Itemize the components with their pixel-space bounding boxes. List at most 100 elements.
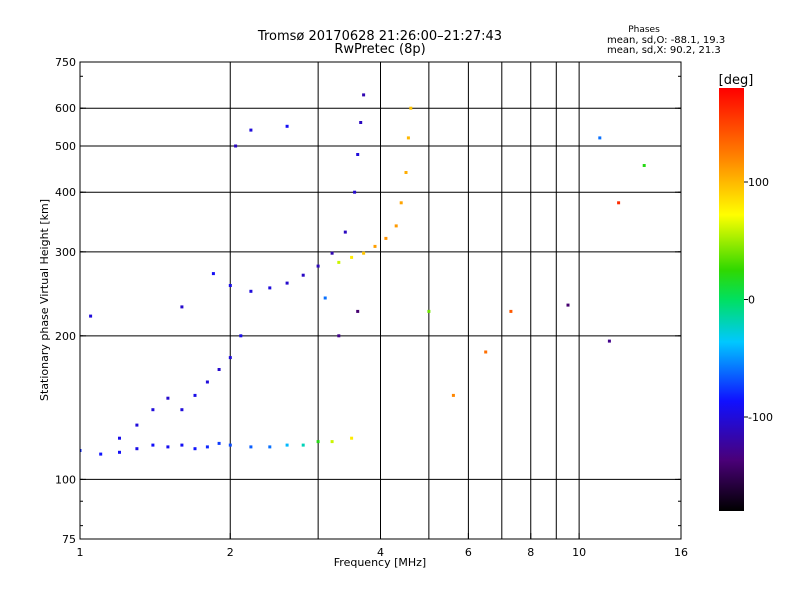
colorbar-label: [deg]: [719, 73, 754, 88]
data-point: [337, 334, 341, 338]
phases-mean-o: mean, sd,O: -88.1, 19.3: [607, 35, 725, 46]
data-point: [642, 164, 646, 167]
series-e-layer-trace: [80, 436, 354, 456]
data-point: [285, 124, 289, 128]
y-tick-label: 100: [55, 473, 76, 486]
grid-lines: [80, 62, 681, 539]
data-point: [205, 380, 209, 384]
x-tick-label: 2: [227, 546, 234, 559]
data-point: [373, 244, 377, 248]
y-tick-label: 300: [55, 246, 76, 259]
y-tick-label: 200: [55, 330, 76, 343]
data-point: [217, 368, 221, 371]
data-point: [350, 436, 354, 440]
data-point: [228, 356, 232, 360]
data-point: [404, 171, 408, 174]
data-point: [249, 128, 253, 132]
data-point: [362, 251, 366, 255]
data-point: [89, 314, 93, 318]
colorbar-tick-label: 0: [748, 294, 755, 307]
phases-heading: Phases: [628, 25, 660, 35]
data-point: [353, 190, 357, 194]
data-point: [234, 144, 238, 148]
data-point: [356, 153, 360, 156]
colorbar-tick-label: -100: [748, 411, 773, 424]
data-point: [323, 296, 327, 300]
data-point: [217, 441, 221, 445]
data-point: [249, 445, 253, 449]
y-tick-label: 600: [55, 102, 76, 115]
data-point: [151, 443, 155, 447]
series-f-layer-o-mode: [211, 93, 366, 293]
data-point: [362, 93, 366, 97]
data-point: [598, 136, 602, 140]
data-point: [99, 452, 103, 456]
data-point: [330, 251, 334, 255]
data-point: [607, 339, 611, 343]
x-axis-label: Frequency [MHz]: [334, 556, 426, 569]
data-point: [239, 334, 243, 338]
data-point: [268, 445, 272, 449]
data-point: [409, 106, 413, 110]
data-point: [211, 272, 215, 276]
x-tick-label: 16: [674, 546, 688, 559]
chart-title: Tromsø 20170628 21:26:00–21:27:43: [257, 29, 502, 44]
data-point: [356, 309, 360, 313]
data-point: [249, 289, 253, 293]
phases-mean-x: mean, sd,X: 90.2, 21.3: [607, 45, 721, 56]
data-point: [509, 309, 513, 313]
data-point: [205, 445, 209, 449]
data-point: [301, 273, 305, 277]
data-point: [151, 408, 155, 412]
x-tick-label: 4: [377, 546, 384, 559]
data-point: [135, 423, 139, 427]
data-point: [118, 450, 121, 454]
data-point: [166, 445, 170, 449]
series-f-layer-x-mode: [337, 106, 413, 264]
colorbar-ticks: 100 0 -100: [744, 176, 773, 424]
data-point: [406, 136, 410, 140]
x-tick-label: 6: [465, 546, 472, 559]
axis-ticks: 1 2 4 6 8 10 16 75 100 200 300 400 500 600 750: [55, 56, 688, 559]
data-point: [384, 236, 388, 240]
data-point: [316, 264, 320, 268]
data-point: [330, 440, 334, 444]
data-point: [359, 121, 363, 124]
data-point: [343, 230, 347, 234]
data-point: [180, 443, 184, 447]
data-point: [566, 303, 570, 307]
data-point: [268, 286, 272, 290]
series-es-oblique-echoes: [118, 334, 243, 440]
data-point: [228, 284, 232, 287]
data-point: [285, 281, 289, 285]
data-point: [484, 350, 488, 354]
data-point: [451, 393, 455, 397]
y-axis-label: Stationary phase Virtual Height [km]: [38, 199, 51, 401]
data-point: [180, 408, 184, 412]
x-tick-label: 1: [77, 546, 84, 559]
x-tick-label: 8: [527, 546, 534, 559]
data-point: [337, 260, 341, 264]
colorbar: [719, 88, 744, 511]
data-point: [228, 443, 232, 447]
y-tick-label: 500: [55, 140, 76, 153]
colorbar-tick-label: 100: [748, 176, 769, 189]
x-tick-label: 10: [572, 546, 586, 559]
data-point: [617, 201, 621, 205]
data-point: [193, 393, 197, 397]
data-point: [301, 443, 305, 447]
data-point: [399, 201, 403, 205]
chart-subtitle: RwPretec (8p): [334, 42, 425, 57]
data-point: [135, 447, 139, 451]
data-point: [394, 224, 398, 228]
data-point: [166, 396, 170, 400]
data-point: [193, 447, 197, 451]
data-point: [350, 255, 354, 259]
y-tick-label: 75: [62, 533, 76, 546]
y-tick-label: 400: [55, 186, 76, 199]
data-point: [118, 436, 121, 440]
data-point: [316, 440, 320, 444]
y-tick-label: 750: [55, 56, 76, 69]
data-point: [285, 443, 289, 447]
